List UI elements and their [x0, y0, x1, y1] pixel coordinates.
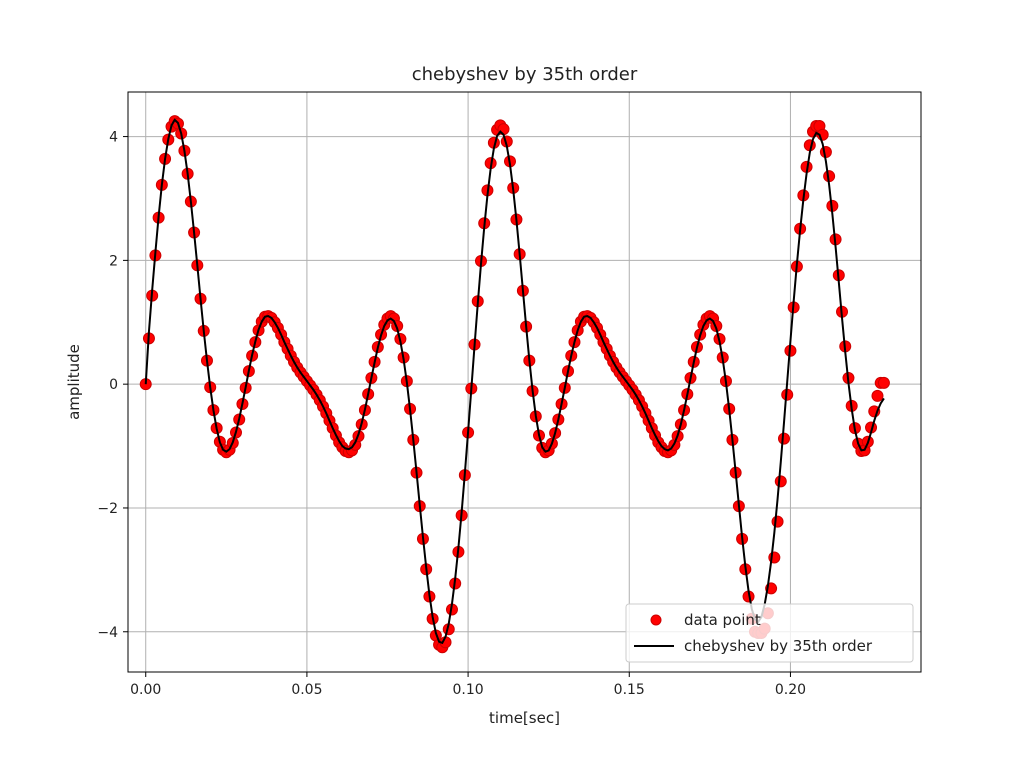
data-point [871, 389, 884, 402]
x-tick-label: 0.05 [291, 682, 322, 698]
x-tick-label: 0.00 [130, 682, 161, 698]
plot-area [139, 115, 890, 654]
y-tick-label: 2 [109, 253, 118, 269]
legend-label-chebyshev: chebyshev by 35th order [684, 637, 873, 655]
legend-label-data-point: data point [684, 611, 761, 629]
axes-frame [127, 91, 922, 673]
x-tick-label: 0.20 [775, 682, 806, 698]
data-point [877, 376, 890, 389]
y-tick-label: 4 [109, 130, 118, 146]
axis-ticks: 0.00 0.05 0.10 0.15 0.20 −4 −2 0 2 4 [97, 130, 806, 698]
legend-box [625, 603, 914, 663]
x-axis-label: time[sec] [489, 709, 560, 727]
legend-marker-data-point [650, 614, 662, 626]
y-tick-label: 0 [109, 377, 118, 393]
data-point [771, 515, 784, 528]
y-axis-label: amplitude [65, 344, 83, 420]
x-tick-label: 0.10 [453, 682, 484, 698]
chart-title: chebyshev by 35th order [412, 64, 638, 85]
y-tick-label: −4 [97, 625, 118, 641]
data-point [774, 475, 787, 488]
legend: data point chebyshev by 35th order [625, 603, 914, 663]
y-tick-label: −2 [97, 501, 118, 517]
x-tick-label: 0.15 [614, 682, 645, 698]
